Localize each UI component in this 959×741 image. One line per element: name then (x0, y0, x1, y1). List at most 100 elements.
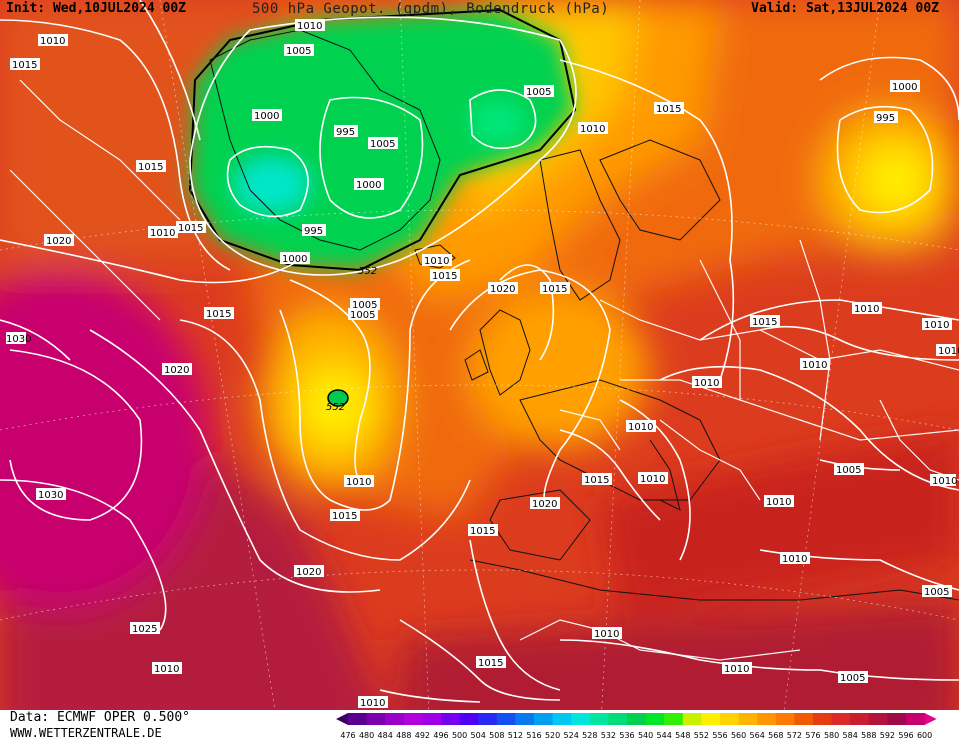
svg-text:1015: 1015 (12, 60, 37, 71)
svg-text:552: 552 (358, 266, 377, 277)
colorbar-swatch (794, 713, 814, 725)
svg-text:1000: 1000 (892, 82, 917, 93)
pressure-label: 1015 (750, 315, 780, 328)
svg-text:1020: 1020 (46, 236, 71, 247)
pressure-label: 1020 (530, 497, 560, 510)
colorbar-swatch (478, 713, 498, 725)
colorbar-swatch (441, 713, 460, 725)
colorbar-tick-label: 492 (415, 731, 430, 740)
svg-text:1010: 1010 (694, 378, 719, 389)
svg-text:1010: 1010 (782, 554, 807, 565)
pressure-label: 552 (358, 266, 377, 277)
pressure-label: 1015 (430, 269, 460, 282)
color-scale: 476 480 484 488 492 496 500 504 508 512 516 520 524 5… (336, 713, 937, 740)
pressure-label: 1020 (488, 282, 518, 295)
pressure-label: 1015 (330, 509, 360, 522)
colorbar-swatch (348, 713, 367, 725)
pressure-label: 1000 (890, 80, 920, 93)
svg-text:1010: 1010 (938, 346, 959, 357)
svg-text:995: 995 (304, 226, 323, 237)
init-time: Init: Wed,10JUL2024 00Z (6, 1, 187, 16)
pressure-label: 1020 (294, 565, 324, 578)
svg-text:1015: 1015 (542, 284, 567, 295)
pressure-label: 1010 (358, 696, 388, 709)
svg-text:1015: 1015 (656, 104, 681, 115)
svg-text:1010: 1010 (724, 664, 749, 675)
svg-text:1010: 1010 (150, 228, 175, 239)
svg-text:1010: 1010 (628, 422, 653, 433)
colorbar-tick-label: 564 (750, 731, 765, 740)
colorbar-swatch (645, 713, 665, 725)
pressure-label: 1010 (936, 344, 959, 357)
colorbar-swatch (552, 713, 572, 725)
colorbar-swatch (627, 713, 646, 725)
colorbar-tick-label: 544 (657, 731, 672, 740)
pressure-label: 1010 (692, 376, 722, 389)
pressure-label: 1010 (780, 552, 810, 565)
svg-text:1010: 1010 (924, 320, 949, 331)
colorbar-tick-label: 540 (638, 731, 653, 740)
pressure-label: 1010 (578, 122, 608, 135)
svg-text:1015: 1015 (178, 223, 203, 234)
colorbar-swatch (850, 713, 870, 725)
pressure-label: 1005 (838, 671, 868, 684)
svg-text:1010: 1010 (580, 124, 605, 135)
pressure-label: 1010 (295, 19, 325, 32)
pressure-label: 1005 (368, 137, 398, 150)
colorbar-swatch (422, 713, 442, 725)
pressure-label: 1015 (654, 102, 684, 115)
colorbar-swatch (515, 713, 535, 725)
svg-text:1005: 1005 (526, 87, 551, 98)
colorbar-swatch (459, 713, 479, 725)
colorbar-swatch (831, 713, 851, 725)
svg-text:1015: 1015 (332, 511, 357, 522)
colorbar-tick-label: 588 (861, 731, 876, 740)
pressure-label: 1005 (834, 463, 864, 476)
pressure-label: 1010 (344, 475, 374, 488)
svg-text:1015: 1015 (478, 658, 503, 669)
svg-text:552: 552 (326, 402, 345, 413)
pressure-label: 1005 (922, 585, 952, 598)
pressure-label: 1010 (422, 254, 452, 267)
website-label: WWW.WETTERZENTRALE.DE (10, 726, 162, 740)
colorbar-swatch (906, 713, 925, 725)
colorbar-swatch (496, 713, 516, 725)
pressure-label: 1025 (130, 622, 160, 635)
svg-text:1005: 1005 (370, 139, 395, 150)
svg-text:1020: 1020 (490, 284, 515, 295)
pressure-label: 1010 (626, 420, 656, 433)
colorbar-tick-label: 596 (898, 731, 913, 740)
colorbar-swatch (571, 713, 591, 725)
colorbar-tick-label: 576 (805, 731, 820, 740)
svg-text:1005: 1005 (350, 310, 375, 321)
svg-text:1010: 1010 (766, 497, 791, 508)
pressure-label: 1005 (348, 308, 378, 321)
pressure-label: 1030 (36, 488, 66, 501)
svg-text:1010: 1010 (802, 360, 827, 371)
svg-text:1025: 1025 (132, 624, 157, 635)
pressure-label: 1005 (524, 85, 554, 98)
colorbar-tick-label: 572 (787, 731, 802, 740)
svg-text:995: 995 (876, 113, 895, 124)
svg-text:1030: 1030 (6, 334, 31, 345)
colorbar-tick-label: 508 (489, 731, 504, 740)
svg-text:1005: 1005 (924, 587, 949, 598)
pressure-label: 1010 (38, 34, 68, 47)
pressure-label: 1020 (162, 363, 192, 376)
colorbar-arrow-left (336, 713, 348, 725)
svg-text:995: 995 (336, 127, 355, 138)
colorbar-swatch (608, 713, 628, 725)
colorbar-swatch (682, 713, 702, 725)
svg-text:1010: 1010 (854, 304, 879, 315)
colorbar-tick-label: 520 (545, 731, 560, 740)
svg-text:1000: 1000 (282, 254, 307, 265)
svg-text:1010: 1010 (640, 474, 665, 485)
valid-time: Valid: Sat,13JUL2024 00Z (751, 1, 939, 16)
colorbar-swatch (868, 713, 888, 725)
colorbar-tick-label: 552 (694, 731, 709, 740)
svg-text:1015: 1015 (138, 162, 163, 173)
colorbar-swatch (403, 713, 423, 725)
pressure-label: 1005 (350, 298, 380, 311)
colorbar-swatch (701, 713, 721, 725)
colorbar-swatch (720, 713, 739, 725)
